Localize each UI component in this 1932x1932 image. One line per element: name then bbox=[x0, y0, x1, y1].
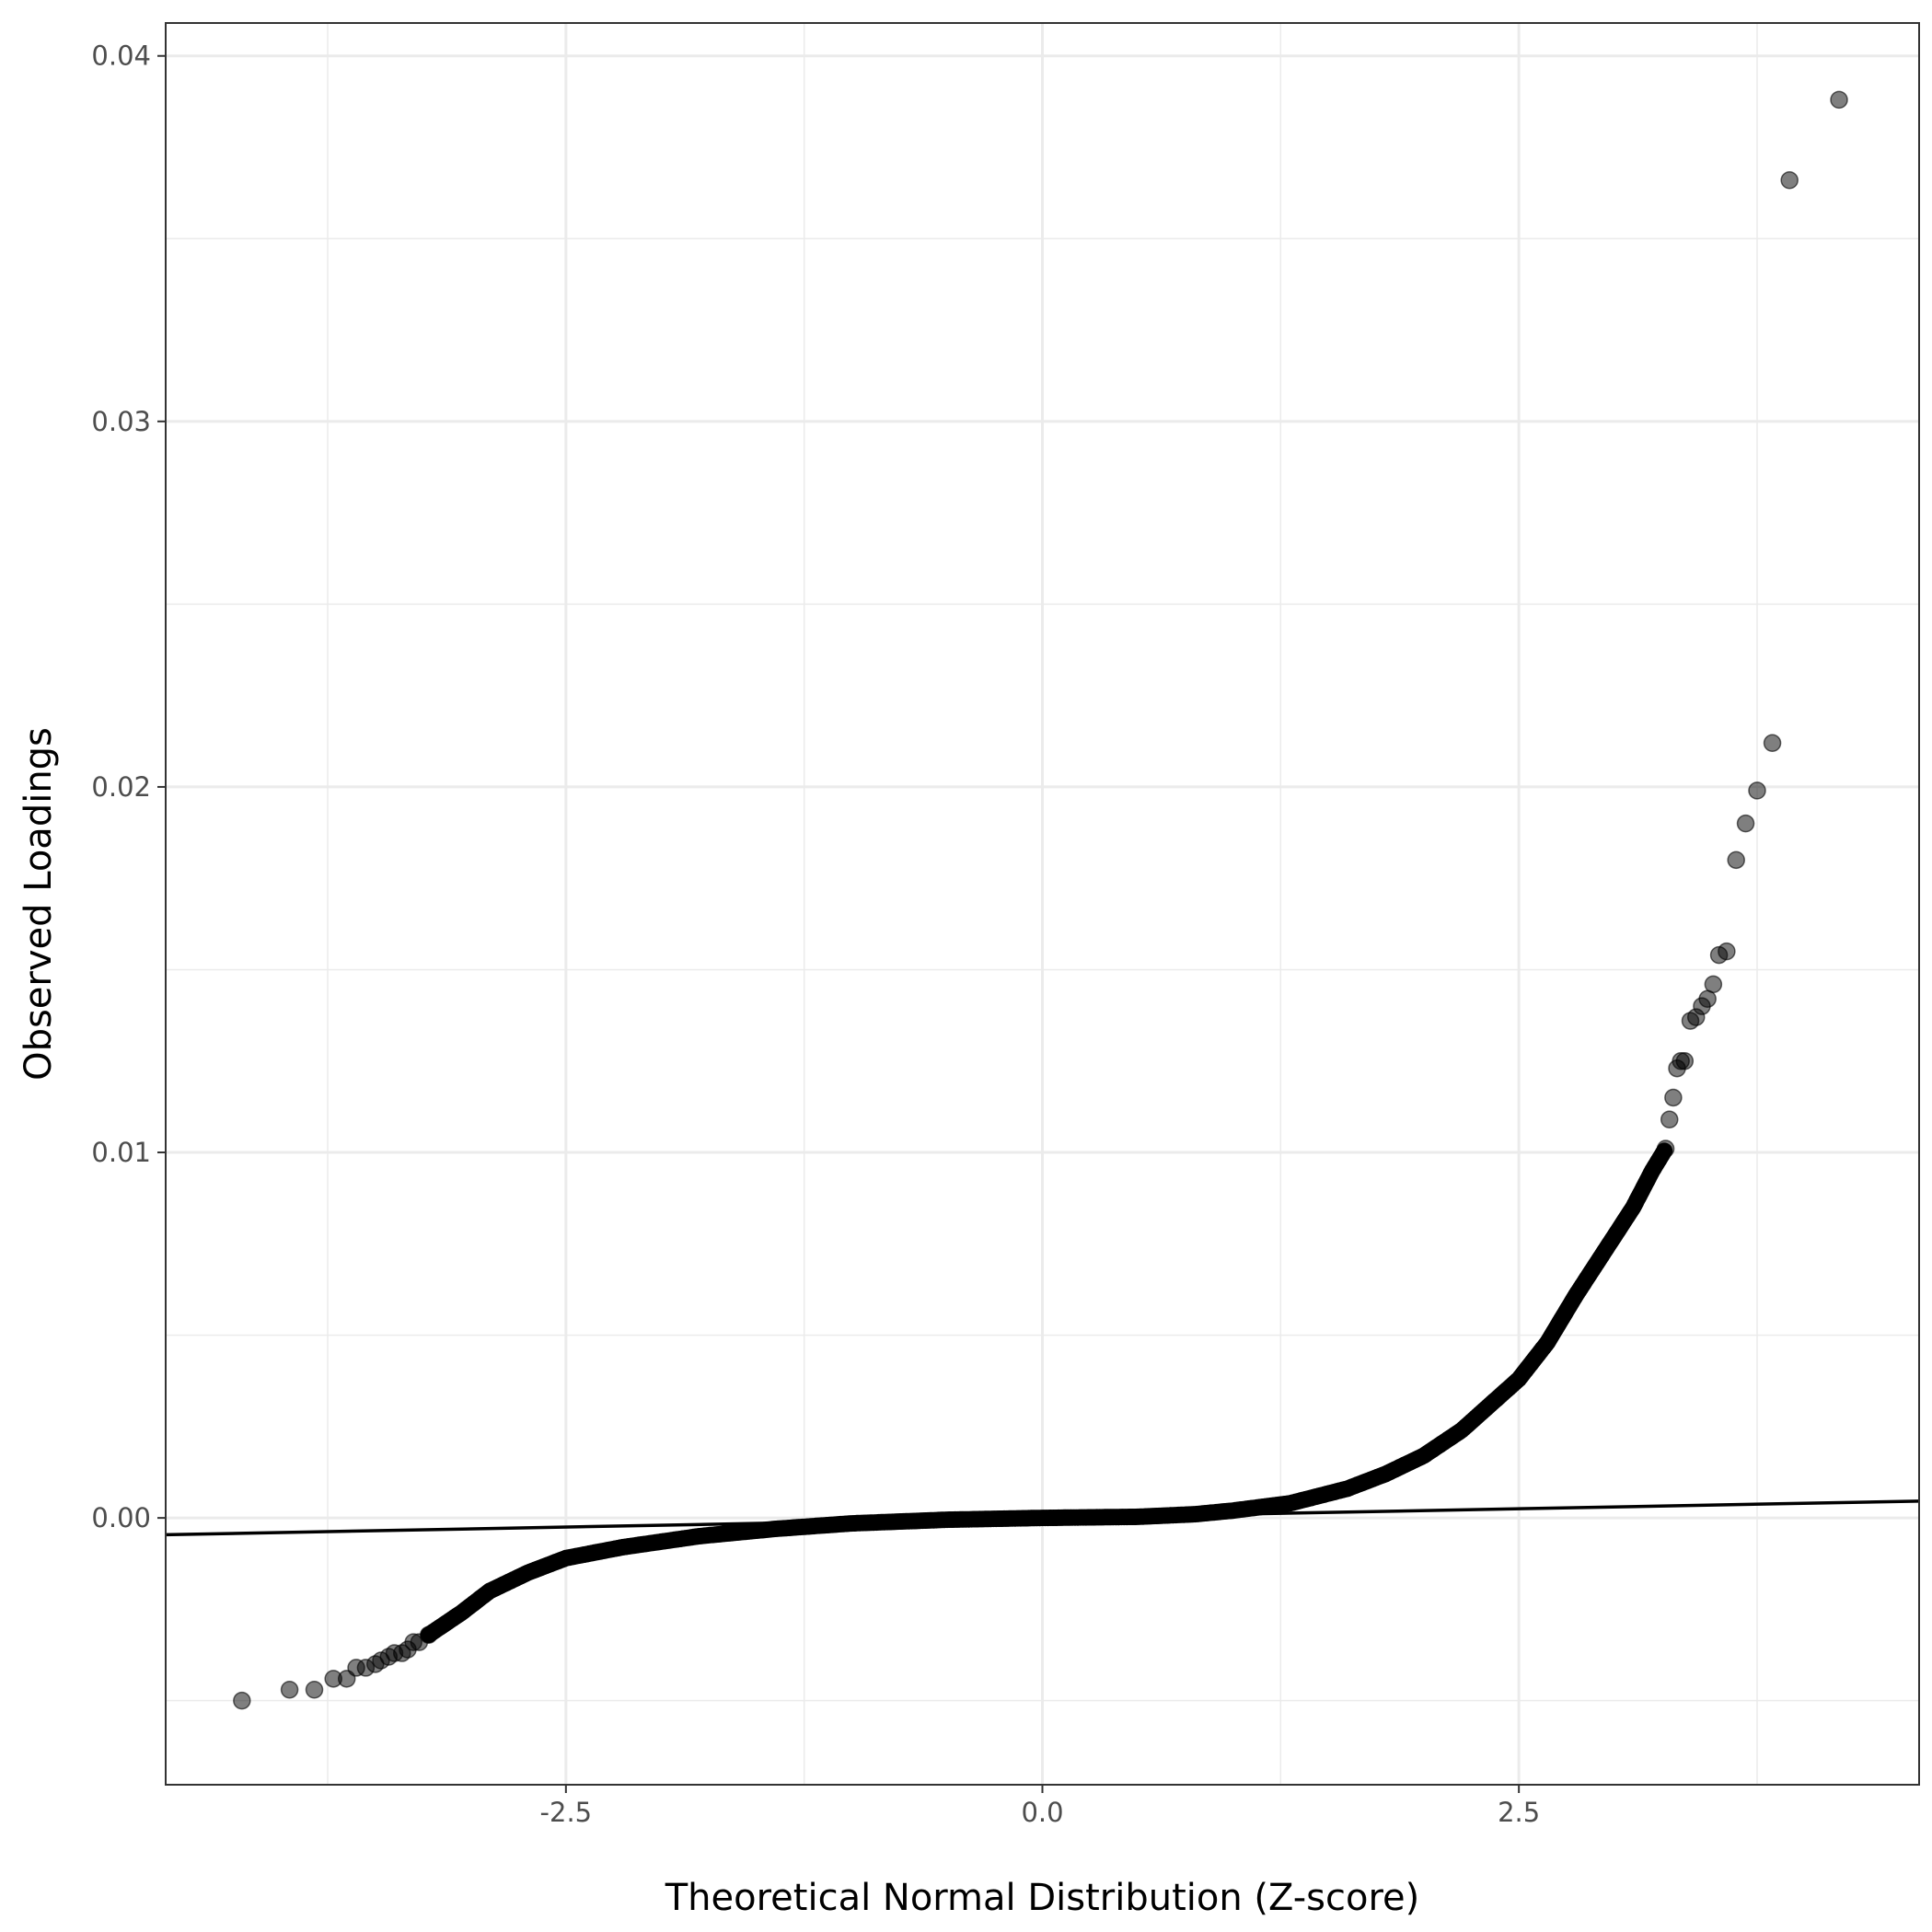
data-point bbox=[1660, 1110, 1679, 1129]
data-point bbox=[305, 1681, 324, 1699]
y-tick-label: 0.02 bbox=[91, 771, 151, 803]
x-axis-title: Theoretical Normal Distribution (Z-score… bbox=[665, 1877, 1420, 1919]
x-tick-label: -2.5 bbox=[540, 1797, 593, 1828]
x-tick-label: 2.5 bbox=[1498, 1797, 1540, 1828]
data-point bbox=[1656, 1140, 1675, 1158]
data-point bbox=[1748, 781, 1766, 800]
y-tick-label: 0.04 bbox=[91, 40, 151, 72]
data-point bbox=[420, 1625, 438, 1644]
y-axis-title: Observed Loadings bbox=[17, 727, 60, 1081]
data-point bbox=[280, 1681, 299, 1699]
data-point bbox=[1830, 90, 1848, 110]
data-point bbox=[1675, 1052, 1695, 1070]
y-axis: 0.00 0.01 0.02 0.03 0.04 bbox=[91, 40, 166, 1533]
y-tick-label: 0.00 bbox=[91, 1502, 151, 1533]
x-tick-label: 0.0 bbox=[1021, 1797, 1063, 1828]
data-point bbox=[1736, 814, 1755, 833]
data-point bbox=[1727, 850, 1745, 870]
y-tick-label: 0.03 bbox=[91, 406, 151, 437]
reference-line bbox=[165, 1499, 1920, 1537]
data-point bbox=[1763, 734, 1782, 753]
data-point bbox=[1718, 942, 1736, 961]
y-tick-label: 0.01 bbox=[91, 1137, 151, 1168]
data-point bbox=[1704, 975, 1723, 994]
data-point bbox=[233, 1691, 251, 1710]
data-point bbox=[1780, 171, 1799, 190]
x-axis: -2.5 0.0 2.5 bbox=[540, 1785, 1540, 1828]
data-point bbox=[1664, 1088, 1683, 1107]
